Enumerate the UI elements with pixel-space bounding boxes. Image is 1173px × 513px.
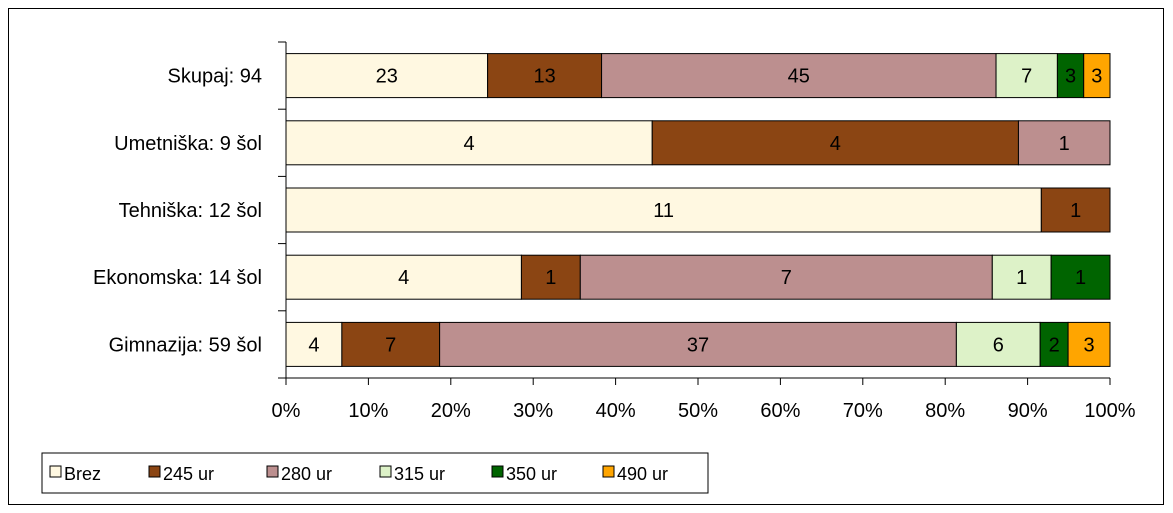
bar-segment [520, 254, 581, 300]
data-label: 4 [830, 133, 841, 155]
bar-segment [1067, 321, 1111, 367]
data-label: 4 [308, 334, 319, 356]
legend-swatch [491, 465, 504, 478]
data-label: 1 [1075, 267, 1086, 289]
data-label: 11 [653, 200, 674, 222]
legend-swatch [266, 465, 279, 478]
data-label: 1 [1016, 267, 1027, 289]
category-label: Skupaj: 94 [167, 66, 262, 88]
bar-segment [991, 254, 1052, 300]
legend-swatch [148, 465, 161, 478]
category-label: Umetniška: 9 šol [114, 133, 262, 155]
x-tick-label: 50% [678, 400, 718, 422]
legend-label: 315 ur [394, 464, 445, 484]
x-tick-label: 90% [1008, 400, 1048, 422]
legend-swatch [49, 465, 62, 478]
data-label: 13 [533, 66, 555, 88]
data-label: 4 [398, 267, 409, 289]
data-label: 37 [687, 334, 709, 356]
x-tick-label: 0% [272, 400, 301, 422]
data-label: 4 [464, 133, 475, 155]
x-tick-label: 100% [1084, 400, 1135, 422]
bar-segment [341, 321, 441, 367]
x-tick-label: 30% [513, 400, 553, 422]
x-tick-label: 40% [596, 400, 636, 422]
x-tick-label: 10% [348, 400, 388, 422]
data-label: 45 [788, 66, 810, 88]
data-label: 7 [1021, 66, 1032, 88]
category-label: Ekonomska: 14 šol [93, 267, 262, 289]
data-label: 3 [1083, 334, 1094, 356]
legend-label: 280 ur [281, 464, 332, 484]
bar-segment [651, 120, 1019, 166]
bar-segment [1040, 187, 1111, 233]
data-label: 2 [1049, 334, 1060, 356]
data-label: 7 [385, 334, 396, 356]
x-tick-label: 80% [925, 400, 965, 422]
bar-segment [601, 53, 997, 99]
bar-segment [285, 53, 489, 99]
data-label: 3 [1065, 66, 1076, 88]
legend-swatch [379, 465, 392, 478]
bar-segment [1050, 254, 1111, 300]
legend-label: 245 ur [163, 464, 214, 484]
bar-segment [1039, 321, 1069, 367]
data-label: 6 [993, 334, 1004, 356]
bar-segment [439, 321, 957, 367]
data-label: 1 [545, 267, 556, 289]
x-tick-label: 70% [843, 400, 883, 422]
bar-segment [1017, 120, 1111, 166]
bar-segment [995, 53, 1058, 99]
bar-segment [1083, 53, 1111, 99]
bar-segment [955, 321, 1041, 367]
bar-segment [1056, 53, 1085, 99]
bar-segment [285, 254, 522, 300]
category-label: Gimnazija: 59 šol [109, 334, 262, 356]
legend-label: 350 ur [506, 464, 557, 484]
x-tick-label: 20% [431, 400, 471, 422]
x-tick-label: 60% [760, 400, 800, 422]
bar-segment [487, 53, 603, 99]
data-label: 7 [781, 267, 792, 289]
data-label: 3 [1091, 66, 1102, 88]
data-label: 23 [376, 66, 398, 88]
legend-swatch [602, 465, 615, 478]
data-label: 1 [1070, 200, 1081, 222]
category-label: Tehniška: 12 šol [119, 200, 262, 222]
legend-label: 490 ur [617, 464, 668, 484]
data-label: 1 [1059, 133, 1070, 155]
legend-label: Brez [64, 464, 101, 484]
